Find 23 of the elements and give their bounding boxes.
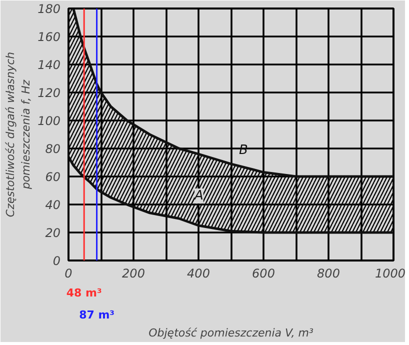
line-series: [68, 156, 394, 234]
x-tick-label: 0: [64, 266, 73, 280]
x-tick-label: 600: [252, 266, 276, 280]
x-axis-title: Objętość pomieszczenia V, m³: [148, 326, 314, 340]
y-tick-label: 60: [45, 170, 61, 184]
y-tick-label: 140: [38, 58, 61, 72]
ref-line-label: 48 m³: [66, 286, 102, 300]
line-series: [72, 8, 394, 178]
y-axis-title: Częstotliwość drgań własnych pomieszczenia f, Hz: [4, 52, 33, 218]
y-tick-label: 180: [38, 2, 61, 16]
x-tick-label: 200: [122, 266, 146, 280]
y-tick-label: 40: [45, 198, 61, 212]
y-tick-label: 100: [38, 114, 61, 128]
y-tick-label: 20: [45, 226, 61, 240]
y-tick-label: 160: [38, 30, 61, 44]
series-label: A: [194, 188, 204, 204]
x-tick-label: 800: [317, 266, 340, 280]
y-tick-label: 120: [38, 86, 61, 100]
y-tick-label: 80: [45, 142, 61, 156]
y-tick-label: 0: [52, 254, 61, 268]
x-tick-label: 1000: [374, 266, 406, 280]
ref-line-label: 87 m³: [79, 308, 115, 322]
x-tick-label: 400: [187, 266, 210, 280]
